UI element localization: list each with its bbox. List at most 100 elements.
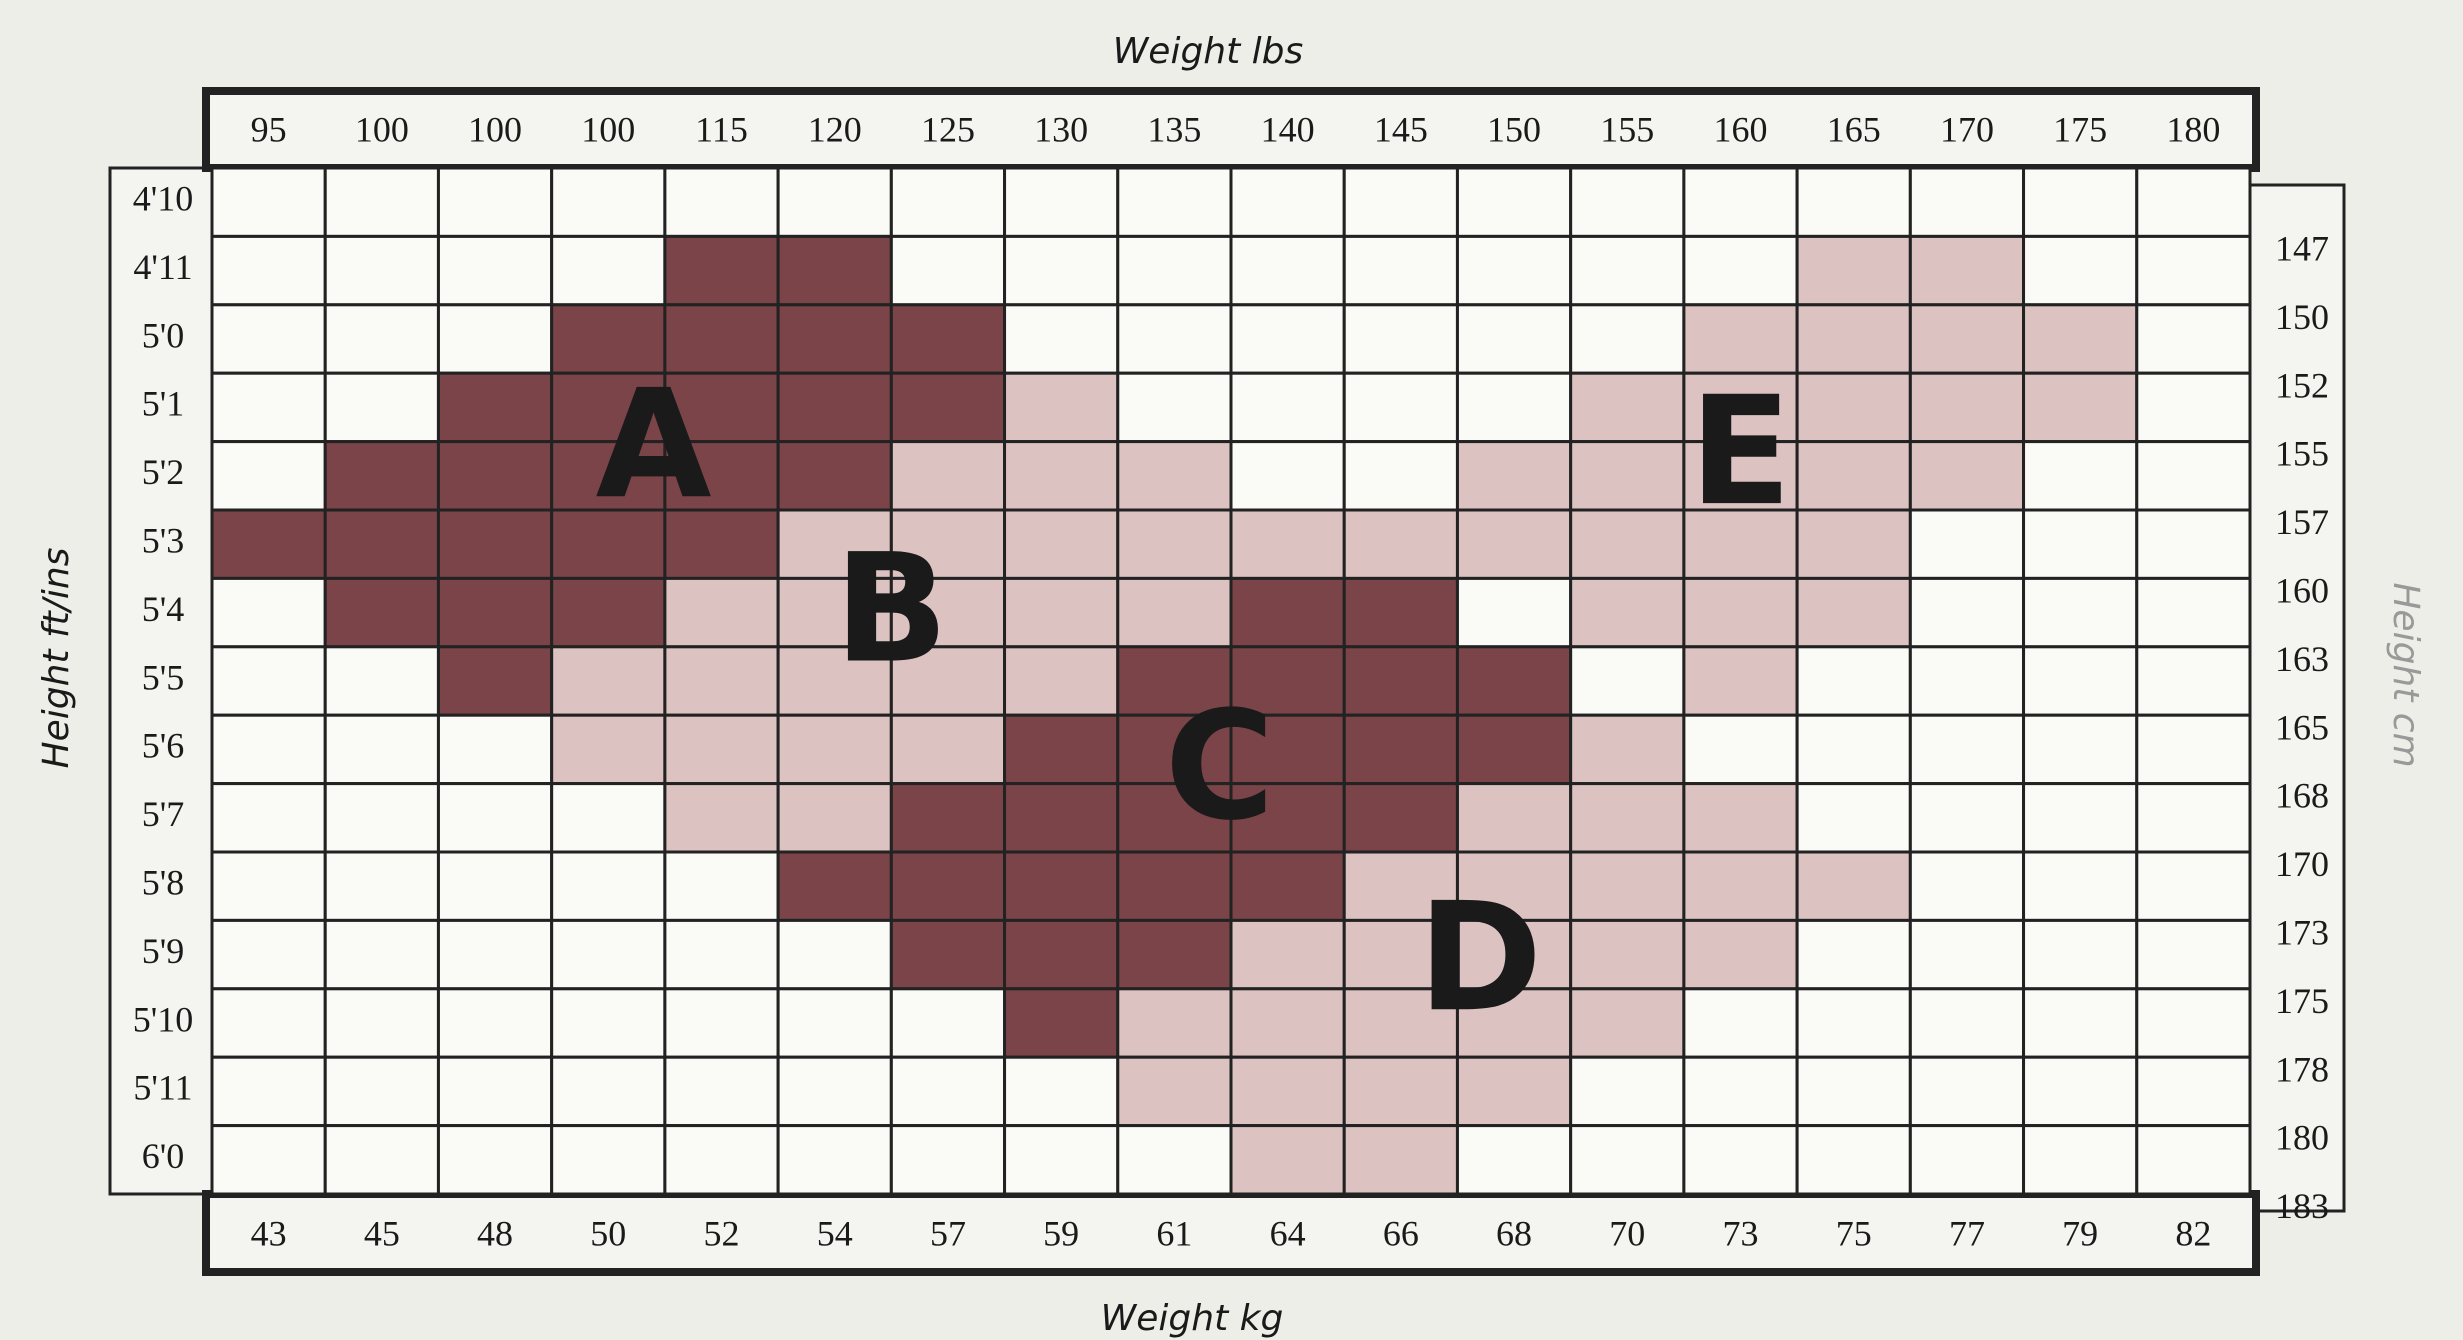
bottom-band <box>202 1190 2260 1276</box>
right-title: Height cm <box>2385 582 2426 767</box>
cell <box>1908 713 2026 786</box>
cell <box>1116 166 1233 238</box>
cell <box>776 987 893 1059</box>
cell <box>1455 234 1573 307</box>
cell <box>2135 987 2252 1059</box>
cell <box>323 987 440 1059</box>
cell <box>1342 303 1459 375</box>
cell <box>1342 713 1459 786</box>
cell <box>550 166 667 238</box>
cell <box>1908 1055 2026 1128</box>
cell <box>1342 440 1459 512</box>
cell <box>436 713 554 786</box>
cell <box>210 303 327 375</box>
cell <box>436 987 554 1059</box>
cell <box>663 1055 780 1128</box>
cell <box>1229 1055 1346 1128</box>
cell <box>1795 440 1912 512</box>
cell <box>1342 987 1459 1059</box>
weight-kg-label: 61 <box>1156 1213 1192 1253</box>
cell <box>776 713 893 786</box>
height-ft-label: 5'5 <box>142 657 185 697</box>
cell <box>889 1055 1007 1128</box>
cell <box>1908 576 2026 649</box>
cell <box>1795 713 1912 786</box>
cell <box>210 782 327 854</box>
cell <box>1682 782 1799 854</box>
weight-kg-label: 70 <box>1609 1213 1645 1253</box>
cell <box>1908 234 2026 307</box>
region-letter: D <box>1418 871 1543 1045</box>
cell <box>550 645 667 717</box>
cell <box>1908 166 2026 238</box>
weight-lbs-label: 175 <box>2053 109 2107 149</box>
weight-lbs-label: 155 <box>1600 109 1654 149</box>
height-cm-label: 157 <box>2275 502 2329 542</box>
right-band <box>2248 183 2346 1213</box>
cell <box>1003 1055 1120 1128</box>
cell <box>776 850 893 922</box>
cell <box>1908 440 2026 512</box>
weight-kg-label: 57 <box>930 1213 966 1253</box>
cell <box>1682 1055 1799 1128</box>
height-cm-label: 178 <box>2275 1049 2329 1089</box>
cell <box>776 234 893 307</box>
cell <box>323 782 440 854</box>
weight-kg-label: 54 <box>817 1213 853 1253</box>
weight-kg-label: 48 <box>477 1213 513 1253</box>
cell <box>1455 645 1573 717</box>
weight-lbs-label: 130 <box>1034 109 1088 149</box>
weight-kg-label: 43 <box>251 1213 287 1253</box>
cell <box>1682 645 1799 717</box>
cell <box>1569 1124 1686 1196</box>
cell <box>1116 1124 1233 1196</box>
grid <box>210 166 2252 1196</box>
cell <box>1003 576 1120 649</box>
weight-lbs-label: 160 <box>1714 109 1768 149</box>
cell <box>1682 1124 1799 1196</box>
cell <box>1908 918 2026 991</box>
cell <box>436 303 554 375</box>
cell <box>889 371 1007 444</box>
cell <box>1229 1124 1346 1196</box>
cell <box>1569 576 1686 649</box>
cell <box>1003 371 1120 444</box>
cell <box>1908 782 2026 854</box>
height-cm-label: 163 <box>2275 639 2329 679</box>
cell <box>323 713 440 786</box>
cell <box>323 645 440 717</box>
cell <box>1795 987 1912 1059</box>
cell <box>1569 440 1686 512</box>
cell <box>1229 303 1346 375</box>
cell <box>663 576 780 649</box>
cell <box>323 918 440 991</box>
cell <box>1342 1124 1459 1196</box>
cell <box>2022 576 2139 649</box>
cell <box>550 576 667 649</box>
cell <box>1682 987 1799 1059</box>
cell <box>1908 645 2026 717</box>
weight-kg-label: 50 <box>590 1213 626 1253</box>
cell <box>550 371 667 444</box>
cell <box>663 850 780 922</box>
cell <box>1229 850 1346 922</box>
cell <box>1229 508 1346 580</box>
cell <box>1455 1055 1573 1128</box>
cell <box>1908 371 2026 444</box>
cell <box>663 918 780 991</box>
height-ft-label: 5'11 <box>133 1068 192 1108</box>
cell <box>210 508 327 580</box>
cell <box>550 508 667 580</box>
cell <box>889 166 1007 238</box>
cell <box>2135 234 2252 307</box>
cell <box>1003 782 1120 854</box>
cell <box>1116 440 1233 512</box>
cell <box>1795 576 1912 649</box>
height-ft-label: 5'2 <box>142 452 185 492</box>
cell <box>436 1055 554 1128</box>
weight-kg-label: 79 <box>2062 1213 2098 1253</box>
cell <box>436 645 554 717</box>
height-ft-label: 5'6 <box>142 726 185 766</box>
cell <box>1795 918 1912 991</box>
